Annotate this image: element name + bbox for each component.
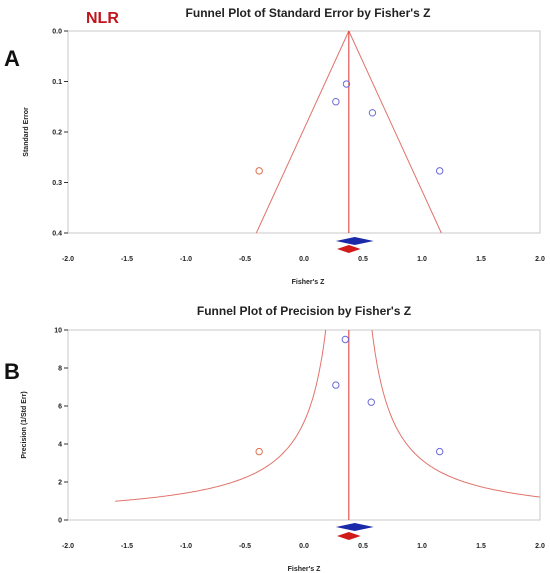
funnel-limit-left [115, 329, 327, 502]
x-axis-label: Fisher's Z [292, 279, 326, 286]
study-point [332, 98, 340, 106]
y-tick-label: 0.3 [52, 180, 62, 187]
x-tick-label: 1.5 [476, 256, 486, 263]
x-tick-label: 0.0 [299, 256, 309, 263]
y-tick-label: 0.4 [52, 231, 62, 238]
study-point [342, 80, 351, 88]
y-tick-labels: 0.0 0.1 0.2 0.3 0.4 [52, 29, 62, 238]
x-tick-label: -0.5 [239, 543, 251, 550]
imputed-study-point [255, 167, 263, 175]
panel-a-standard-error-funnel: Funnel Plot of Standard Error by Fisher'… [23, 6, 545, 286]
x-tick-label: 1.5 [476, 543, 486, 550]
x-tick-label: 1.0 [417, 256, 427, 263]
study-point [436, 167, 444, 175]
panel-label-b: B [4, 359, 20, 384]
x-tick-label: -1.5 [121, 256, 133, 263]
imputed-study-point [255, 447, 263, 456]
x-tick-label: 2.0 [535, 543, 545, 550]
y-tick-labels: 0 2 4 6 8 10 [54, 328, 62, 525]
funnel-limit-left [255, 30, 350, 234]
y-tick-label: 0.1 [52, 79, 62, 86]
y-axis-label: Precision (1/Std Err) [21, 391, 28, 458]
observed-summary-diamond [335, 237, 374, 245]
x-axis-label: Fisher's Z [288, 566, 322, 573]
study-point [436, 447, 444, 456]
y-tick-label: 4 [58, 442, 62, 449]
x-tick-label: -1.0 [180, 543, 192, 550]
figure-title-nlr: NLR [86, 10, 119, 27]
x-tick-label: 1.0 [417, 543, 427, 550]
x-tick-labels: -2.0 -1.5 -1.0 -0.5 0.0 0.5 1.0 1.5 2.0 [62, 256, 545, 263]
y-axis-label: Standard Error [23, 107, 30, 157]
x-tick-label: 0.0 [299, 543, 309, 550]
y-tick-label: 2 [58, 480, 62, 487]
adjusted-summary-diamond [337, 532, 361, 540]
y-tick-label: 8 [58, 366, 62, 373]
study-point [341, 335, 349, 344]
observed-summary-diamond [335, 523, 374, 531]
x-tick-label: 2.0 [535, 256, 545, 263]
y-tick-label: 0.0 [52, 29, 62, 36]
y-tick-label: 0 [58, 518, 62, 525]
x-tick-labels: -2.0 -1.5 -1.0 -0.5 0.0 0.5 1.0 1.5 2.0 [62, 543, 545, 550]
chart-title: Funnel Plot of Standard Error by Fisher'… [186, 6, 431, 20]
plot-area [64, 30, 541, 253]
y-tick-label: 10 [54, 328, 62, 335]
x-tick-label: -0.5 [239, 256, 251, 263]
funnel-limit-right [371, 329, 541, 498]
study-point [368, 109, 377, 117]
chart-title: Funnel Plot of Precision by Fisher's Z [197, 304, 411, 318]
x-tick-label: -2.0 [62, 256, 74, 263]
plot-frame [67, 329, 541, 521]
study-point [332, 381, 340, 389]
y-tick-label: 0.2 [52, 130, 62, 137]
x-tick-label: -1.5 [121, 543, 133, 550]
study-point [367, 398, 375, 406]
adjusted-summary-diamond [337, 245, 361, 253]
panel-b-precision-funnel: Funnel Plot of Precision by Fisher's Z F… [21, 304, 545, 573]
panel-label-a: A [4, 46, 20, 71]
x-tick-label: 0.5 [358, 256, 368, 263]
x-tick-label: -2.0 [62, 543, 74, 550]
y-tick-label: 6 [58, 404, 62, 411]
funnel-limit-right [348, 30, 442, 234]
x-tick-label: -1.0 [180, 256, 192, 263]
x-tick-label: 0.5 [358, 543, 368, 550]
plot-area [64, 329, 541, 540]
